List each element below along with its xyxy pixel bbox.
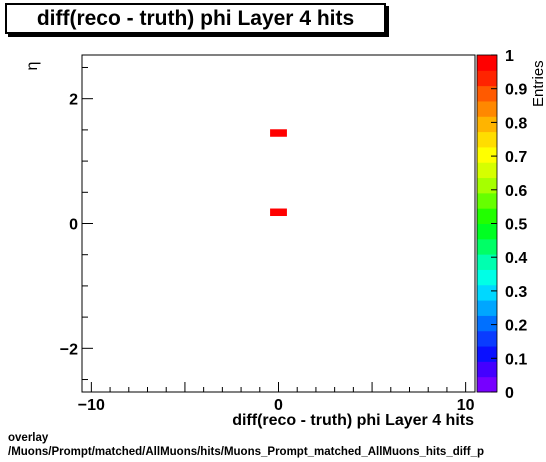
palette-segment: [477, 346, 497, 362]
palette-segment: [477, 208, 497, 224]
plot-frame: [81, 54, 476, 393]
palette-segment: [477, 162, 497, 179]
palette-tick-label: 1: [505, 48, 514, 65]
palette-segment: [477, 85, 497, 102]
palette-tick-label: 0.1: [505, 351, 527, 368]
palette-tick-label: 0.7: [505, 149, 527, 166]
palette-tick-label: 0: [505, 385, 514, 402]
heatmap-cell: [270, 129, 287, 137]
heatmap-cells: [270, 129, 287, 217]
y-tick-label: 0: [69, 217, 78, 234]
palette-segment: [477, 146, 497, 163]
palette-segment: [477, 177, 497, 194]
footer-line-2: /Muons/Prompt/matched/AllMuons/hits/Muon…: [8, 446, 485, 458]
heatmap-cell: [270, 208, 287, 217]
palette-segment: [477, 330, 497, 347]
x-tick-label: −10: [78, 397, 105, 414]
palette-segment: [477, 116, 497, 133]
palette-segment: [477, 100, 497, 117]
z-axis-label: Entries: [530, 60, 546, 107]
palette-segment: [477, 223, 497, 240]
palette-segment: [477, 300, 497, 316]
palette-tick-label: 0.5: [505, 217, 527, 234]
palette-segment: [477, 315, 497, 332]
palette-tick-label: 0.8: [505, 115, 527, 132]
palette-segment: [477, 238, 497, 255]
palette-segment: [477, 254, 497, 270]
y-tick-label: −2: [60, 341, 78, 358]
palette-tick-label: 0.3: [505, 284, 527, 301]
x-tick-label: 0: [274, 397, 283, 414]
x-axis-label: diff(reco - truth) phi Layer 4 hits: [232, 412, 474, 429]
x-axis: −10 0 10: [78, 382, 475, 414]
y-axis-label: η: [24, 62, 41, 71]
palette-segment: [477, 269, 497, 286]
palette-segment: [477, 70, 497, 87]
palette-segment: [477, 361, 497, 378]
palette-tick-label: 0.2: [505, 318, 527, 335]
footer-line-1: overlay: [8, 432, 49, 444]
palette-tick-label: 0.6: [505, 183, 527, 200]
palette-segment: [477, 55, 497, 71]
title-box: diff(reco - truth) phi Layer 4 hits: [5, 3, 386, 34]
x-tick-label: 10: [457, 397, 475, 414]
y-axis: −2 0 2: [60, 66, 93, 381]
palette-tick-label: 0.9: [505, 82, 527, 99]
y-tick-label: 2: [69, 92, 78, 109]
palette-segment: [477, 192, 497, 209]
chart-title: diff(reco - truth) phi Layer 4 hits: [36, 6, 355, 30]
color-scale: 0 0.1 0.2 0.3 0.4 0.5 0.6 0.7 0.8 0.9 1: [476, 48, 527, 402]
palette-segment: [477, 131, 497, 148]
palette-segment: [477, 284, 497, 301]
palette-segment: [477, 376, 497, 393]
palette-tick-label: 0.4: [505, 250, 527, 267]
